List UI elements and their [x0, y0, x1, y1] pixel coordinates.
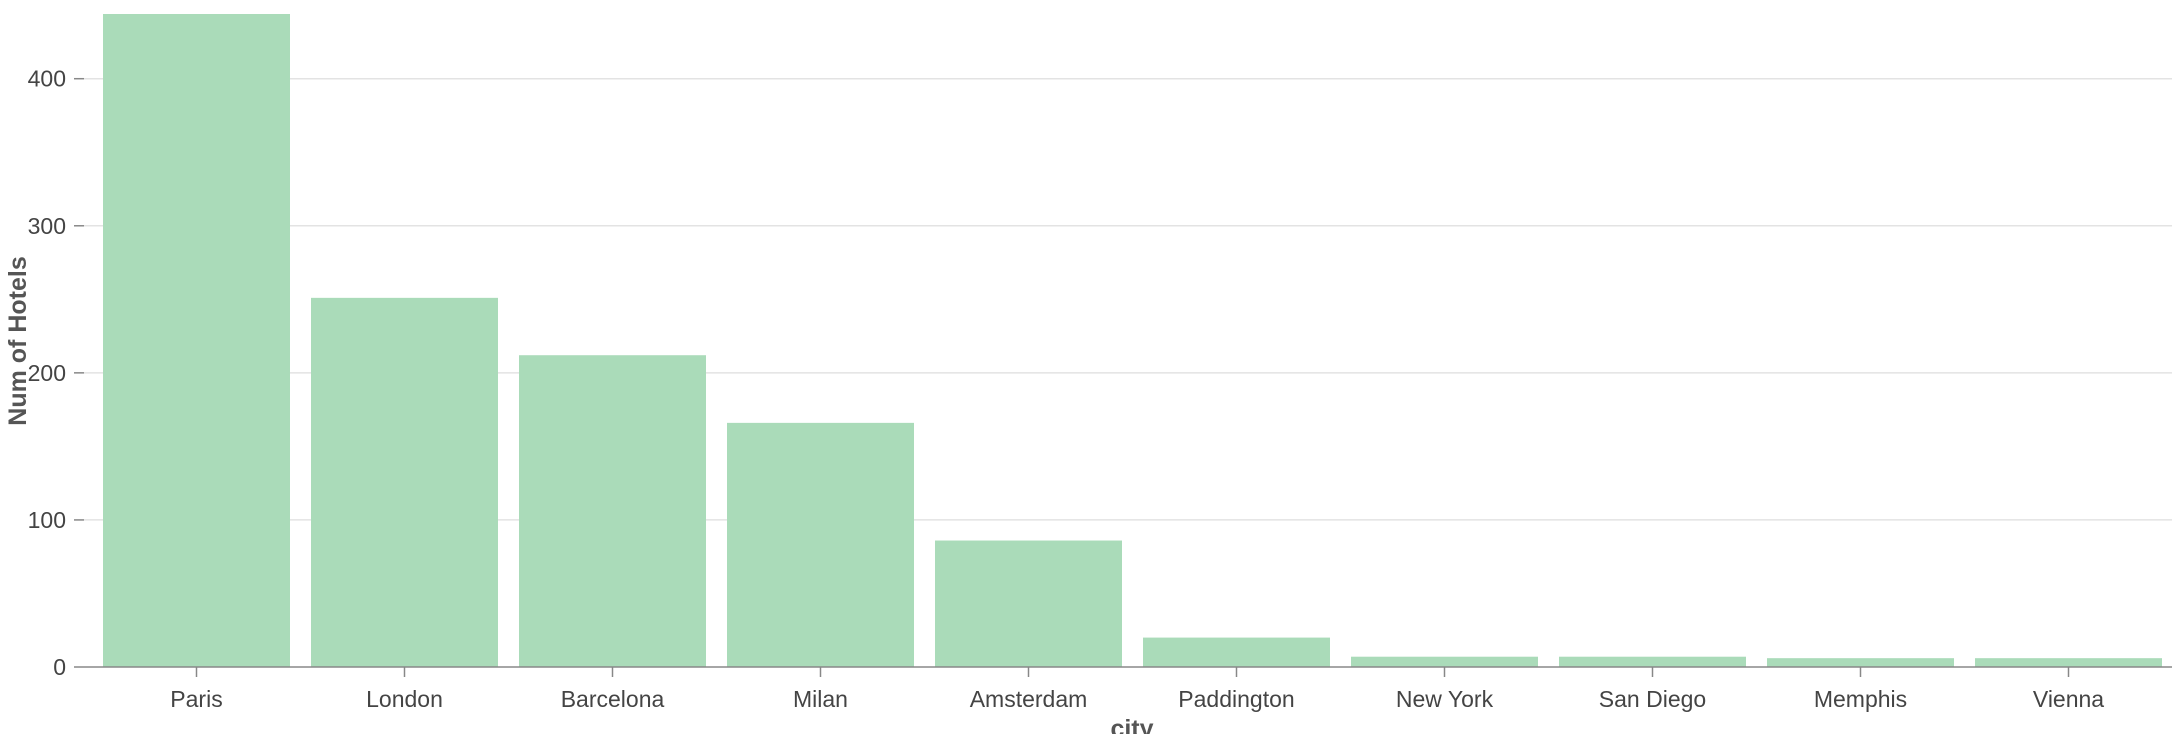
- x-tick-label: Milan: [793, 686, 848, 712]
- x-tick-label: Paddington: [1178, 686, 1294, 712]
- axes: 0 100 200 300 400 Paris London Barcelona Milan Am…: [28, 66, 2172, 712]
- bar-milan: [727, 422, 914, 667]
- bar-paddington: [1143, 637, 1330, 667]
- x-tick-label: Amsterdam: [970, 686, 1088, 712]
- y-tick-label: 0: [53, 654, 66, 680]
- x-tick-label: Paris: [170, 686, 222, 712]
- y-tick-label: 300: [28, 213, 66, 239]
- bar-paris: [103, 14, 290, 667]
- bar-san-diego: [1559, 656, 1746, 667]
- bar-london: [311, 297, 498, 667]
- x-tick-label: Barcelona: [561, 686, 665, 712]
- bar-amsterdam: [935, 540, 1122, 667]
- x-tick-label: Vienna: [2033, 686, 2104, 712]
- x-tick-label: Memphis: [1814, 686, 1907, 712]
- y-tick-label: 400: [28, 66, 66, 92]
- y-tick-label: 100: [28, 507, 66, 533]
- bar-new-york: [1351, 656, 1538, 667]
- bar-memphis: [1767, 658, 1954, 667]
- x-axis-title: city: [1110, 715, 1153, 734]
- bar-barcelona: [519, 355, 706, 667]
- x-tick-label: San Diego: [1599, 686, 1706, 712]
- y-tick-label: 200: [28, 360, 66, 386]
- x-tick-label: London: [366, 686, 443, 712]
- bar-vienna: [1975, 658, 2162, 667]
- x-tick-label: New York: [1396, 686, 1494, 712]
- y-axis-title: Num of Hotels: [4, 256, 32, 425]
- bars: [103, 14, 2162, 667]
